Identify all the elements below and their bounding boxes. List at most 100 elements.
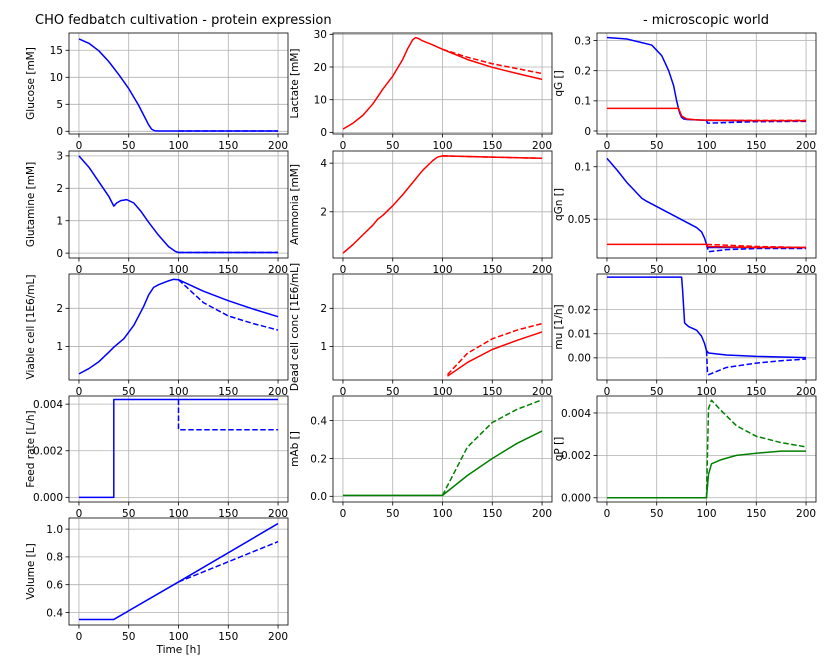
x-tick-label: 100	[696, 508, 716, 520]
y-tick-label: 0.3	[574, 35, 591, 47]
x-tick-label: 150	[746, 140, 766, 152]
x-tick-label: 50	[386, 264, 399, 276]
x-tick-label: 150	[746, 508, 766, 520]
series-line-red-solid	[342, 36, 543, 130]
series-group	[78, 38, 279, 132]
x-tick-label: 200	[268, 386, 288, 398]
x-tick-label: 100	[432, 264, 452, 276]
y-tick-label: 0.6	[46, 580, 63, 592]
y-axis-label: Lactate [mM]	[289, 48, 301, 118]
x-tick-label: 200	[532, 386, 552, 398]
x-tick-label: 100	[168, 508, 188, 520]
series-line-green-solid	[606, 450, 807, 499]
y-tick-label: 0.002	[33, 446, 63, 458]
x-tick-label: 50	[650, 140, 663, 152]
y-tick-label: 2	[320, 303, 327, 315]
y-tick-label: 0.01	[568, 329, 591, 341]
y-tick-label: 0	[56, 248, 63, 260]
x-tick-label: 0	[340, 508, 347, 520]
series-group	[78, 155, 279, 254]
x-tick-label: 0	[604, 386, 611, 398]
series-line-red-dashed	[706, 243, 807, 249]
y-axis-label: Glucose [mM]	[25, 47, 37, 120]
y-tick-label: 0	[320, 127, 327, 139]
x-tick-label: 50	[386, 140, 399, 152]
y-axis-label: mu [1/h]	[553, 304, 565, 349]
subplot-lactate: 0 50 100 150 200 0 10 20 30 Lactate [mM]	[289, 29, 553, 152]
y-tick-label: 0.4	[46, 607, 63, 619]
series-line-red-dashed	[446, 322, 543, 376]
series-group	[606, 157, 807, 253]
series-line-blue-dashed	[177, 399, 279, 431]
y-tick-label: 4	[320, 158, 327, 170]
x-tick-label: 100	[432, 386, 452, 398]
y-axis-label: qP []	[553, 437, 565, 462]
subplot-qP: 0 50 100 150 200 0.000 0.002 0.004 qP []	[553, 395, 817, 520]
y-tick-label: 0.02	[568, 304, 591, 316]
y-axis-label: Viable cell [1E6/mL]	[25, 275, 37, 380]
y-axis-label: qGn []	[553, 188, 565, 221]
x-tick-label: 50	[122, 140, 135, 152]
series-line-blue-dashed	[177, 279, 279, 331]
y-axis-label: mAb []	[289, 431, 301, 467]
x-tick-label: 150	[218, 386, 238, 398]
x-tick-label: 50	[386, 386, 399, 398]
y-axis-label: Dead cell conc [1E6/mL]	[289, 263, 301, 391]
series-line-blue-solid	[78, 155, 279, 254]
x-tick-label: 0	[604, 264, 611, 276]
subplot-qG: 0 50 100 150 200 0 0.1 0.2 0.3 qG []	[553, 32, 817, 152]
x-tick-label: 150	[218, 631, 238, 643]
x-tick-label: 150	[746, 264, 766, 276]
x-tick-label: 150	[482, 140, 502, 152]
x-tick-label: 200	[532, 264, 552, 276]
y-tick-label: 0.0	[310, 491, 327, 503]
x-tick-label: 200	[532, 140, 552, 152]
y-tick-label: 1	[320, 341, 327, 353]
x-tick-label: 50	[122, 508, 135, 520]
x-tick-label: 100	[168, 140, 188, 152]
x-tick-label: 150	[482, 264, 502, 276]
x-tick-label: 150	[746, 386, 766, 398]
series-line-green-dashed	[441, 399, 543, 496]
y-tick-label: 5	[56, 99, 63, 111]
y-tick-label: 0.000	[33, 492, 63, 504]
x-tick-label: 150	[218, 140, 238, 152]
y-axis-label: qG []	[553, 70, 565, 96]
y-tick-label: 30	[314, 29, 327, 41]
x-tick-label: 100	[432, 508, 452, 520]
series-line-blue-solid	[78, 522, 279, 621]
y-tick-label: 10	[50, 72, 63, 84]
series-line-blue-solid	[78, 398, 279, 499]
x-tick-label: 200	[268, 631, 288, 643]
series-group	[78, 398, 279, 499]
x-tick-label: 100	[696, 140, 716, 152]
x-tick-label: 50	[122, 631, 135, 643]
series-line-blue-dashed	[178, 540, 279, 583]
figure-title-left: CHO fedbatch cultivation - protein expre…	[35, 13, 332, 28]
x-tick-label: 50	[386, 508, 399, 520]
x-tick-label: 0	[76, 140, 83, 152]
subplot-ammonia: 0 50 100 150 200 2 4 Ammonia [mM]	[289, 150, 553, 276]
y-tick-label: 0.004	[561, 408, 591, 420]
subplot-glucose: 0 50 100 150 200 0 5 10 15 Glucose [mM]	[25, 32, 289, 152]
x-tick-label: 150	[482, 508, 502, 520]
subplot-volume: 0 50 100 150 200 0.4 0.6 0.8 1.0 Volume [L] Time […	[25, 517, 289, 656]
y-tick-label: 1	[56, 341, 63, 353]
y-axis-label: Glutamine [mM]	[25, 162, 37, 247]
y-tick-label: 0	[56, 126, 63, 138]
series-line-green-solid	[342, 430, 543, 497]
x-tick-label: 200	[796, 264, 816, 276]
y-tick-label: 0.004	[33, 399, 63, 411]
series-group	[342, 155, 543, 254]
series-line-blue-dashed	[705, 244, 807, 253]
x-tick-label: 200	[268, 140, 288, 152]
y-axis-label: Volume [L]	[25, 543, 37, 599]
x-tick-label: 100	[696, 386, 716, 398]
x-tick-label: 0	[76, 508, 83, 520]
x-tick-label: 200	[796, 386, 816, 398]
x-tick-label: 50	[122, 386, 135, 398]
